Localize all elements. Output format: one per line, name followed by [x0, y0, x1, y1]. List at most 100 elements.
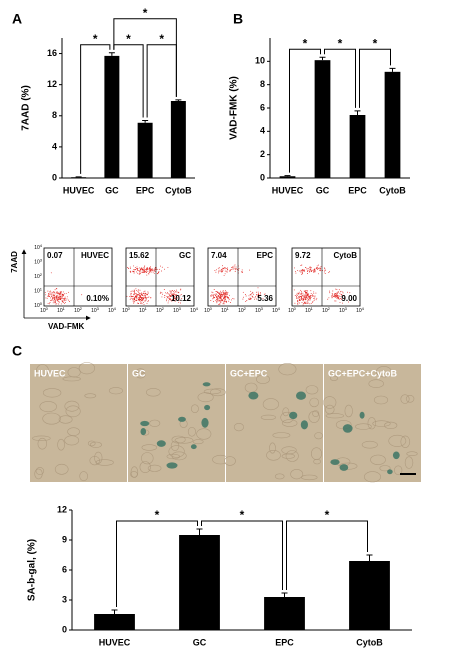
cell-dot — [217, 297, 219, 299]
cell-dot — [249, 294, 251, 295]
cell-dot — [143, 290, 145, 292]
cell-dot — [305, 289, 307, 291]
cell-dot — [218, 300, 220, 302]
flow-tick-label: 102 — [34, 272, 43, 280]
cell-dot — [144, 271, 146, 273]
cell-dot — [305, 297, 307, 299]
cell-dot — [56, 303, 58, 305]
cell-dot — [293, 289, 295, 291]
cell-dot — [55, 303, 57, 305]
cell-dot — [296, 294, 298, 296]
significance-bracket — [289, 48, 321, 173]
cell-dot — [62, 301, 64, 303]
cell-dot — [62, 296, 64, 298]
cell-dot — [303, 303, 305, 304]
cell-dot — [315, 292, 317, 294]
cell-dot — [168, 293, 169, 295]
cell-dot — [66, 298, 68, 300]
cell-dot — [222, 292, 224, 294]
tick-base: 10 — [139, 308, 145, 314]
cell-dot — [180, 288, 182, 290]
cell-dot — [296, 295, 298, 296]
cell-dot — [216, 302, 218, 304]
cell-dot — [54, 289, 56, 291]
tick-exponent: 2 — [162, 306, 165, 311]
cell-dot — [140, 295, 142, 296]
cell-dot — [229, 302, 231, 303]
cell-dot — [320, 267, 322, 269]
cell-dot — [142, 300, 144, 302]
cell-dot — [340, 290, 342, 292]
cell-dot — [54, 302, 56, 304]
cell-dot — [136, 299, 137, 301]
cell-dot — [233, 298, 235, 300]
cell-dot — [332, 290, 334, 292]
cell-dot — [54, 294, 55, 296]
cell-dot — [258, 292, 259, 294]
significance-label: * — [93, 32, 98, 46]
cell-dot — [56, 297, 58, 299]
cell-dot — [160, 265, 161, 267]
cell-dot — [220, 300, 222, 302]
cell-dot — [172, 299, 173, 301]
cell-dot — [252, 291, 254, 293]
cell-dot — [156, 272, 158, 274]
cell-dot — [317, 268, 319, 269]
cell-dot — [260, 298, 262, 300]
cell-texture — [266, 449, 281, 461]
bar — [384, 71, 401, 178]
cell-dot — [299, 299, 301, 301]
y-tick-label: 12 — [47, 79, 57, 89]
y-tick-label: 10 — [255, 56, 265, 66]
cell-dot — [174, 300, 176, 302]
cell-dot — [217, 295, 219, 297]
cell-dot — [141, 271, 143, 273]
cell-dot — [232, 298, 234, 300]
cell-dot — [227, 291, 229, 293]
cell-dot — [55, 292, 57, 294]
cell-dot — [338, 295, 340, 297]
tick-exponent: 3 — [40, 258, 43, 263]
y-axis-label: SA-b-gal, (%) — [27, 539, 38, 601]
cell-texture — [290, 469, 304, 480]
cell-dot — [328, 271, 330, 273]
cell-dot — [62, 298, 64, 299]
cell-dot — [144, 300, 146, 302]
cell-dot — [137, 272, 139, 274]
cell-dot — [313, 299, 315, 301]
cell-dot — [133, 272, 135, 274]
cell-dot — [300, 265, 302, 266]
cell-dot — [336, 292, 338, 294]
cell-dot — [220, 269, 222, 271]
cell-dot — [219, 303, 221, 305]
cell-dot — [53, 294, 55, 296]
tick-exponent: 3 — [345, 306, 348, 311]
cell-texture — [262, 398, 280, 411]
cell-dot — [337, 290, 339, 292]
cell-dot — [344, 296, 346, 298]
cell-dot — [264, 293, 266, 295]
tick-exponent: 1 — [227, 306, 230, 311]
cell-dot — [300, 289, 302, 291]
stained-cell — [359, 411, 365, 419]
cell-dot — [138, 302, 139, 304]
cell-dot — [169, 299, 171, 301]
cell-dot — [224, 299, 226, 301]
cell-dot — [213, 297, 215, 299]
cell-dot — [307, 268, 309, 270]
cell-texture — [135, 371, 146, 379]
cell-dot — [224, 294, 226, 296]
cell-dot — [147, 294, 149, 296]
flow-tick-label: 103 — [91, 306, 100, 314]
cell-dot — [255, 291, 257, 293]
cell-dot — [310, 290, 312, 292]
flow-tick-label: 103 — [173, 306, 182, 314]
tick-exponent: 1 — [145, 306, 148, 311]
cell-dot — [223, 293, 225, 294]
cell-dot — [220, 302, 222, 303]
cell-dot — [301, 299, 303, 301]
cell-dot — [132, 296, 134, 298]
cell-dot — [178, 301, 180, 303]
flow-panel — [291, 247, 361, 307]
flow-tick-label: 103 — [255, 306, 264, 314]
